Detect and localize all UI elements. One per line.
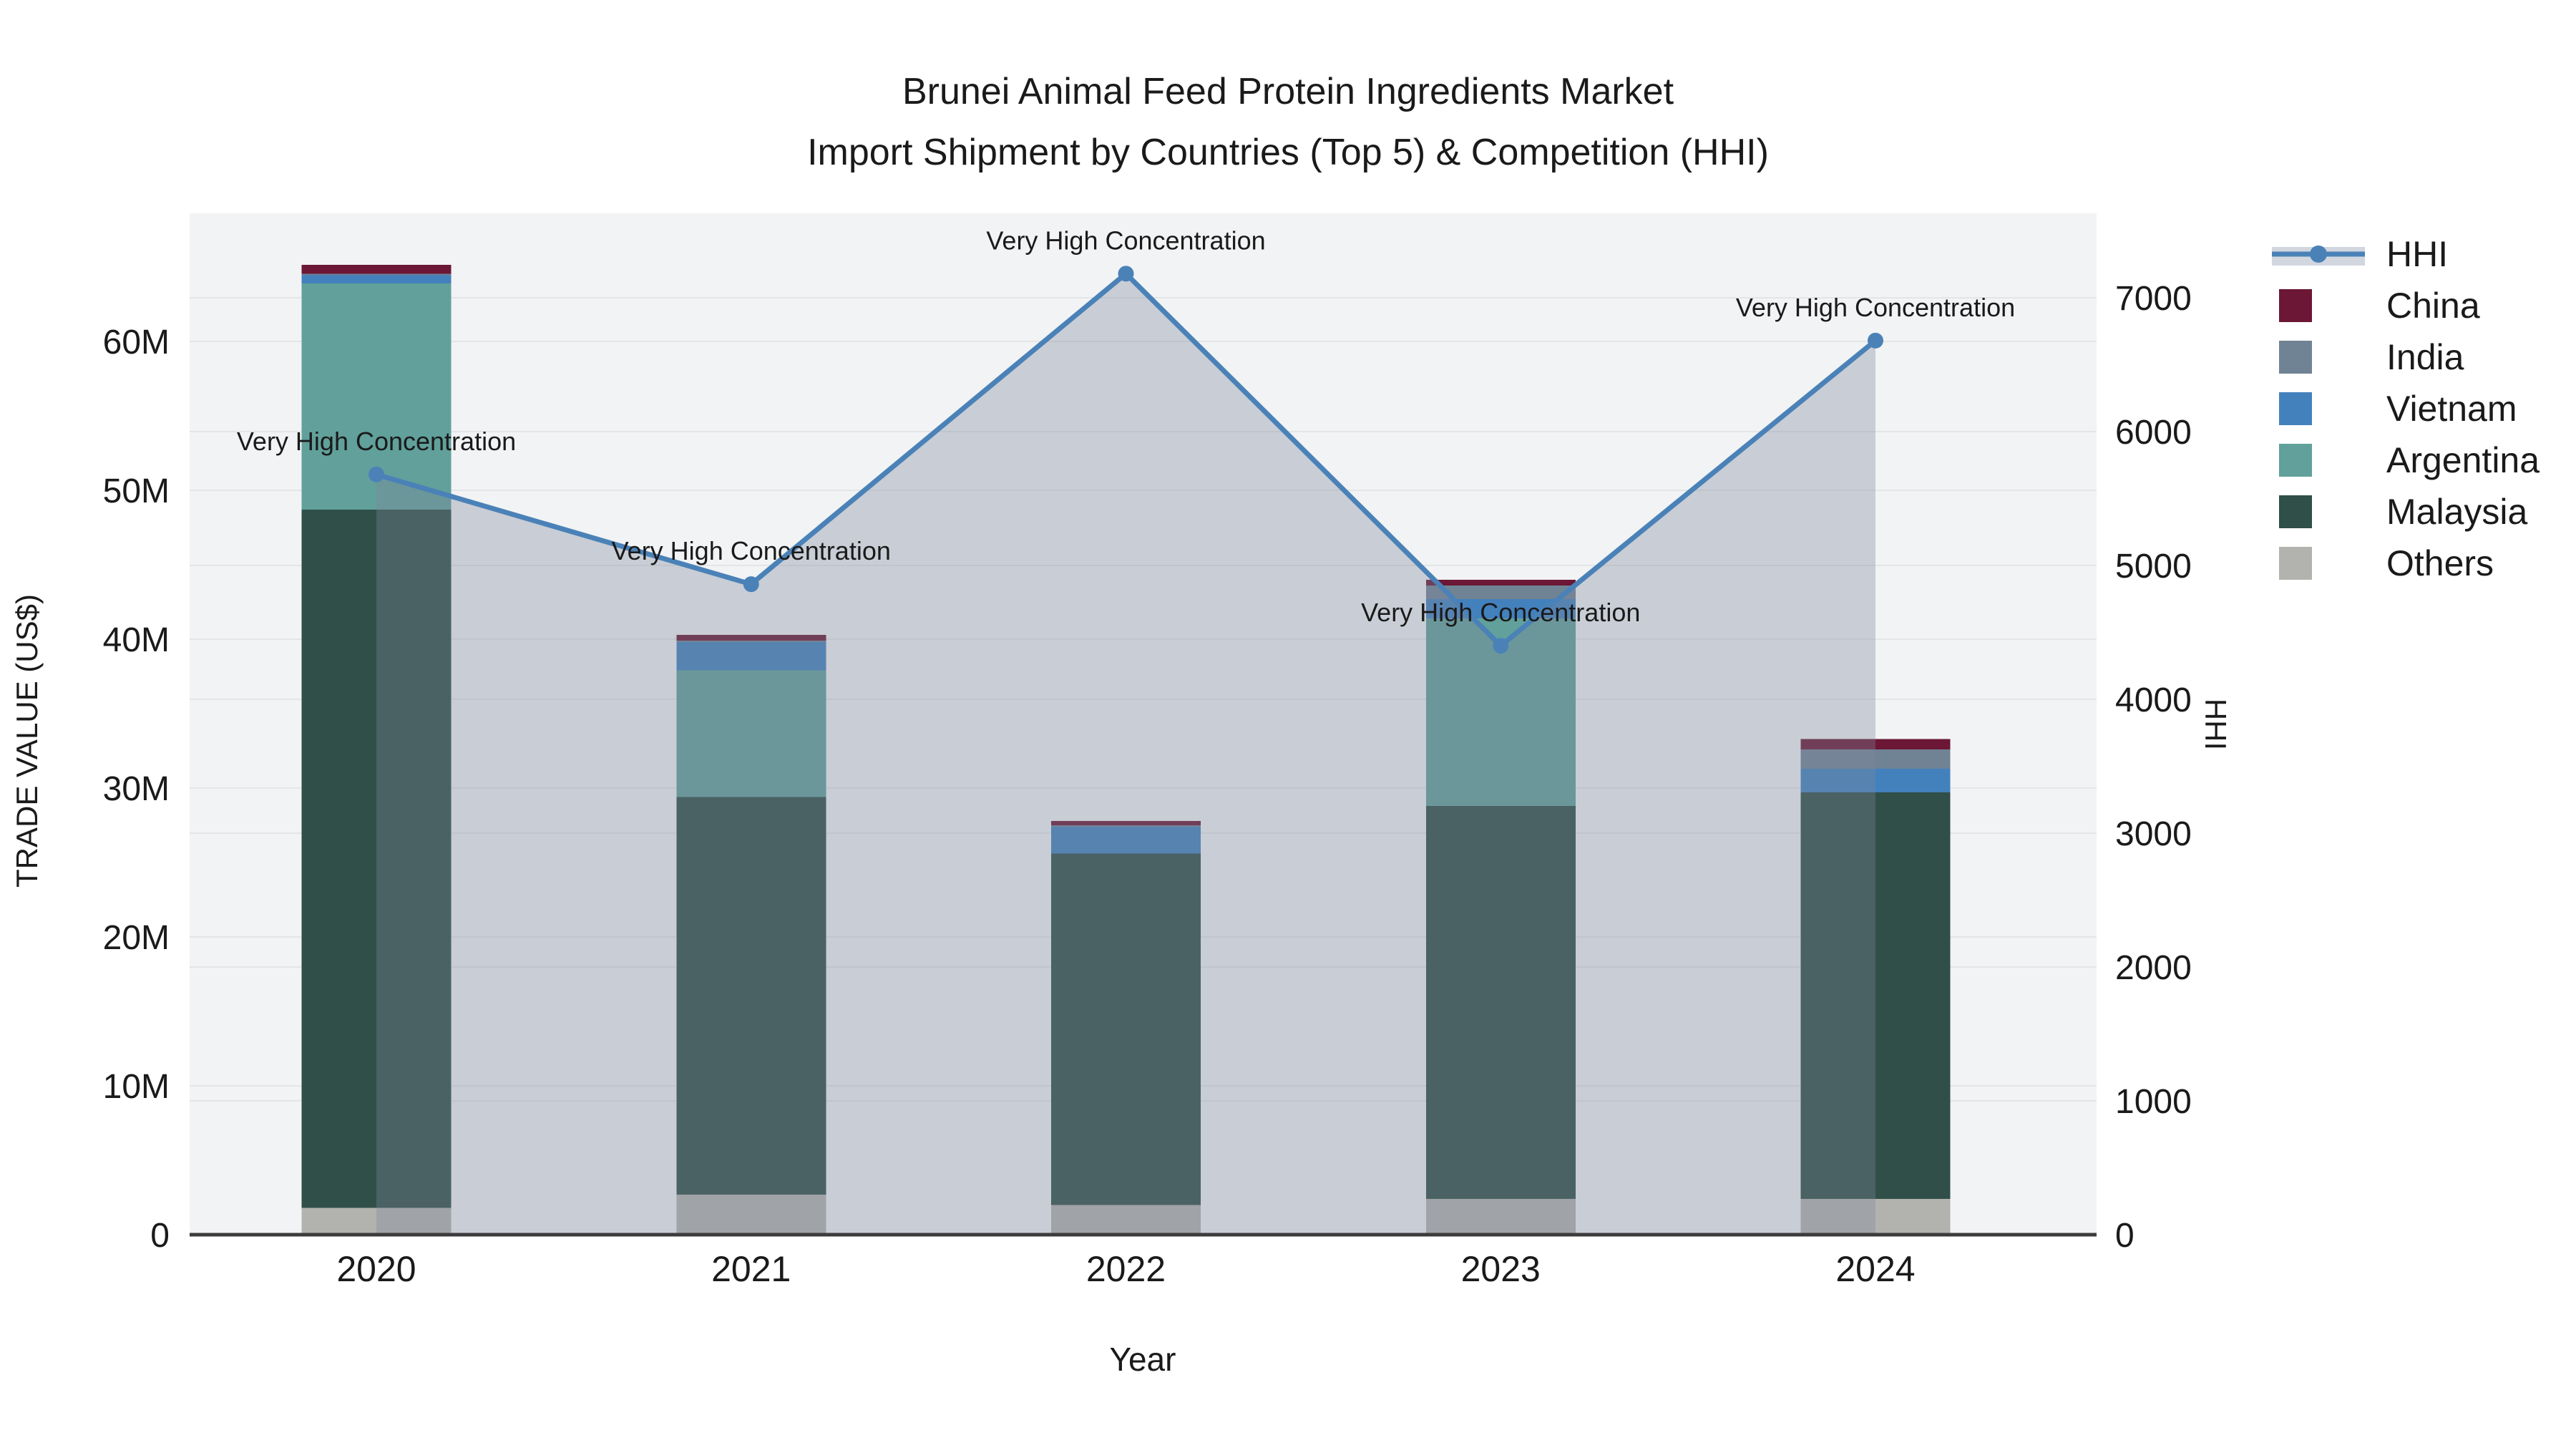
right-tick-0: 0 bbox=[2115, 1217, 2135, 1255]
bar-segment-2024-china bbox=[1800, 739, 1951, 749]
legend-label-others: Others bbox=[2386, 543, 2494, 583]
legend-label-india: India bbox=[2386, 337, 2464, 377]
left-tick-40M: 40M bbox=[103, 621, 170, 659]
left-tick-60M: 60M bbox=[103, 324, 170, 361]
legend-swatch-malaysia bbox=[2279, 495, 2312, 528]
chart-title-line2: Import Shipment by Countries (Top 5) & C… bbox=[807, 132, 1769, 173]
hhi-marker-2021 bbox=[743, 576, 759, 593]
bar-segment-2020-others bbox=[301, 1207, 452, 1235]
right-tick-2000: 2000 bbox=[2115, 949, 2192, 987]
bar-segment-2023-china bbox=[1425, 579, 1576, 586]
legend-item-vietnam[interactable]: Vietnam bbox=[2279, 389, 2517, 429]
hhi-line-layer bbox=[369, 266, 1883, 654]
hhi-marker-2024 bbox=[1868, 332, 1883, 349]
bar-segment-2020-india bbox=[301, 273, 452, 276]
legend-label-malaysia: Malaysia bbox=[2386, 492, 2527, 532]
right-tick-6000: 6000 bbox=[2115, 414, 2192, 452]
x-axis-title: Year bbox=[1110, 1341, 1176, 1378]
bar-segment-2022-malaysia bbox=[1051, 853, 1201, 1205]
bar-segment-2021-india bbox=[676, 641, 826, 643]
legend-swatch-argentina bbox=[2279, 444, 2312, 477]
bar-segment-2022-vietnam bbox=[1051, 827, 1201, 854]
annotation-2023: Very High Concentration bbox=[1361, 598, 1640, 627]
hhi-marker-2022 bbox=[1118, 266, 1134, 282]
legend-item-india[interactable]: India bbox=[2279, 337, 2464, 377]
bar-segment-2020-vietnam bbox=[301, 275, 452, 283]
bar-segment-2021-china bbox=[676, 634, 826, 641]
hhi-marker-2020 bbox=[369, 466, 384, 482]
bar-segment-2023-malaysia bbox=[1425, 805, 1576, 1200]
bar-segment-2024-malaysia bbox=[1800, 792, 1951, 1200]
right-tick-5000: 5000 bbox=[2115, 548, 2192, 585]
annotation-2020: Very High Concentration bbox=[237, 427, 516, 456]
bar-segment-2022-others bbox=[1051, 1205, 1201, 1235]
annotation-2022: Very High Concentration bbox=[986, 225, 1265, 255]
x-tick-2024[interactable]: 2024 bbox=[1835, 1249, 1915, 1289]
annotation-layer: Very High Concentration Very High Concent… bbox=[237, 225, 2015, 627]
legend-item-china[interactable]: China bbox=[2279, 286, 2480, 326]
legend-item-others[interactable]: Others bbox=[2279, 543, 2494, 583]
bar-segment-2022-india bbox=[1051, 825, 1201, 827]
bar-segment-2021-argentina bbox=[676, 670, 826, 797]
bars-layer bbox=[301, 264, 1951, 1235]
right-axis-title: HHI bbox=[2199, 699, 2233, 750]
left-tick-0: 0 bbox=[150, 1217, 170, 1255]
hhi-area-layer bbox=[376, 273, 1875, 1235]
chart-title-line1: Brunei Animal Feed Protein Ingredients M… bbox=[902, 71, 1674, 112]
right-tick-1000: 1000 bbox=[2115, 1083, 2192, 1121]
legend-swatch-india bbox=[2279, 341, 2312, 374]
bar-segment-2024-others bbox=[1800, 1199, 1951, 1235]
bar-segment-2021-others bbox=[676, 1194, 826, 1235]
hhi-area-fill bbox=[376, 273, 1875, 1235]
x-tick-2023[interactable]: 2023 bbox=[1461, 1249, 1541, 1289]
x-tick-2020[interactable]: 2020 bbox=[336, 1249, 416, 1289]
left-axis-title: TRADE VALUE (US$) bbox=[10, 594, 44, 888]
bar-segment-2020-china bbox=[301, 264, 452, 274]
legend-layer: HHI China India Vietnam Argentina Malaysia Oth… bbox=[2272, 234, 2540, 583]
left-tick-20M: 20M bbox=[103, 919, 170, 957]
right-tick-4000: 4000 bbox=[2115, 681, 2192, 719]
bar-segment-2020-malaysia bbox=[301, 510, 452, 1208]
annotation-2024: Very High Concentration bbox=[1736, 293, 2015, 322]
bar-segment-2022-china bbox=[1051, 820, 1201, 825]
right-tick-7000: 7000 bbox=[2115, 280, 2192, 318]
bar-segment-2024-vietnam bbox=[1800, 768, 1951, 793]
legend-swatch-china bbox=[2279, 289, 2312, 322]
right-tick-3000: 3000 bbox=[2115, 815, 2192, 853]
bar-segment-2021-malaysia bbox=[676, 797, 826, 1195]
legend-item-argentina[interactable]: Argentina bbox=[2279, 440, 2540, 480]
legend-swatch-vietnam bbox=[2279, 392, 2312, 425]
left-tick-30M: 30M bbox=[103, 770, 170, 808]
legend-label-argentina: Argentina bbox=[2386, 440, 2540, 480]
legend-item-malaysia[interactable]: Malaysia bbox=[2279, 492, 2527, 532]
legend-label-china: China bbox=[2386, 286, 2480, 326]
legend-label-hhi: HHI bbox=[2386, 234, 2448, 274]
bar-segment-2023-others bbox=[1425, 1199, 1576, 1235]
legend-hhi-marker-swatch bbox=[2310, 246, 2327, 263]
hhi-marker-2023 bbox=[1493, 638, 1509, 654]
legend-item-hhi[interactable]: HHI bbox=[2272, 234, 2448, 274]
bar-segment-2021-vietnam bbox=[676, 642, 826, 671]
bar-segment-2023-india bbox=[1425, 585, 1576, 599]
left-tick-10M: 10M bbox=[103, 1068, 170, 1106]
legend-label-vietnam: Vietnam bbox=[2386, 389, 2517, 429]
x-tick-2021[interactable]: 2021 bbox=[711, 1249, 791, 1289]
x-tick-2022[interactable]: 2022 bbox=[1086, 1249, 1166, 1289]
left-tick-50M: 50M bbox=[103, 472, 170, 510]
bar-segment-2024-india bbox=[1800, 749, 1951, 769]
legend-swatch-others bbox=[2279, 547, 2312, 580]
axis-label-layer: 0 10M 20M 30M 40M 50M 60M 0 1000 2000 3000 4000 5000… bbox=[103, 280, 2192, 1289]
annotation-2021: Very High Concentration bbox=[612, 536, 891, 565]
